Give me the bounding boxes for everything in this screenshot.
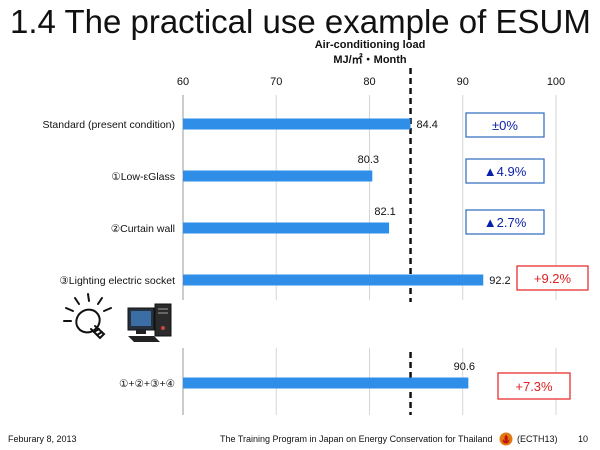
change-badge — [465, 112, 545, 138]
energy-flame-icon — [499, 432, 513, 446]
change-label: +9.2% — [534, 271, 572, 286]
footer-code: (ECTH13) — [517, 434, 558, 444]
computer-icon — [127, 303, 172, 342]
change-label: ±0% — [492, 118, 518, 133]
bar — [183, 222, 390, 234]
change-badge — [516, 265, 589, 291]
bar — [183, 170, 373, 182]
footer-program: The Training Program in Japan on Energy … — [220, 434, 493, 444]
category-label: Standard (present condition) — [43, 119, 176, 131]
data-label: 84.4 — [417, 119, 438, 131]
change-label: +7.3% — [515, 379, 553, 394]
category-label: ①+②+③+④ — [119, 378, 176, 390]
x-tick-label: 100 — [547, 76, 565, 88]
x-tick-label: 70 — [270, 76, 282, 88]
change-badge — [465, 209, 545, 235]
change-label: ▲2.7% — [484, 215, 527, 230]
bar — [183, 377, 469, 389]
category-label: ①Low-εGlass — [111, 171, 175, 183]
footer-date: Feburary 8, 2013 — [8, 434, 77, 444]
axis-title: Air-conditioning load MJ/㎡・Month — [300, 38, 440, 68]
data-label: 82.1 — [374, 206, 395, 218]
x-tick-label: 90 — [457, 76, 469, 88]
category-label: ②Curtain wall — [111, 223, 175, 235]
lightbulb-icon — [63, 293, 112, 340]
data-label: 92.2 — [489, 275, 510, 287]
change-label: ▲4.9% — [484, 164, 527, 179]
axis-title-line1: Air-conditioning load — [314, 39, 426, 51]
bar — [183, 118, 411, 130]
data-label: 90.6 — [454, 361, 475, 373]
x-tick-label: 60 — [177, 76, 189, 88]
category-label: ③Lighting electric socket — [59, 275, 175, 287]
data-label: 80.3 — [358, 154, 379, 166]
change-badge — [465, 158, 545, 184]
x-tick-label: 80 — [363, 76, 375, 88]
slide-title: 1.4 The practical use example of ESUM — [10, 3, 591, 40]
change-badge — [497, 372, 571, 400]
page-number: 10 — [578, 434, 589, 444]
axis-title-line2: MJ/㎡・Month — [333, 54, 407, 66]
bar — [183, 274, 484, 286]
